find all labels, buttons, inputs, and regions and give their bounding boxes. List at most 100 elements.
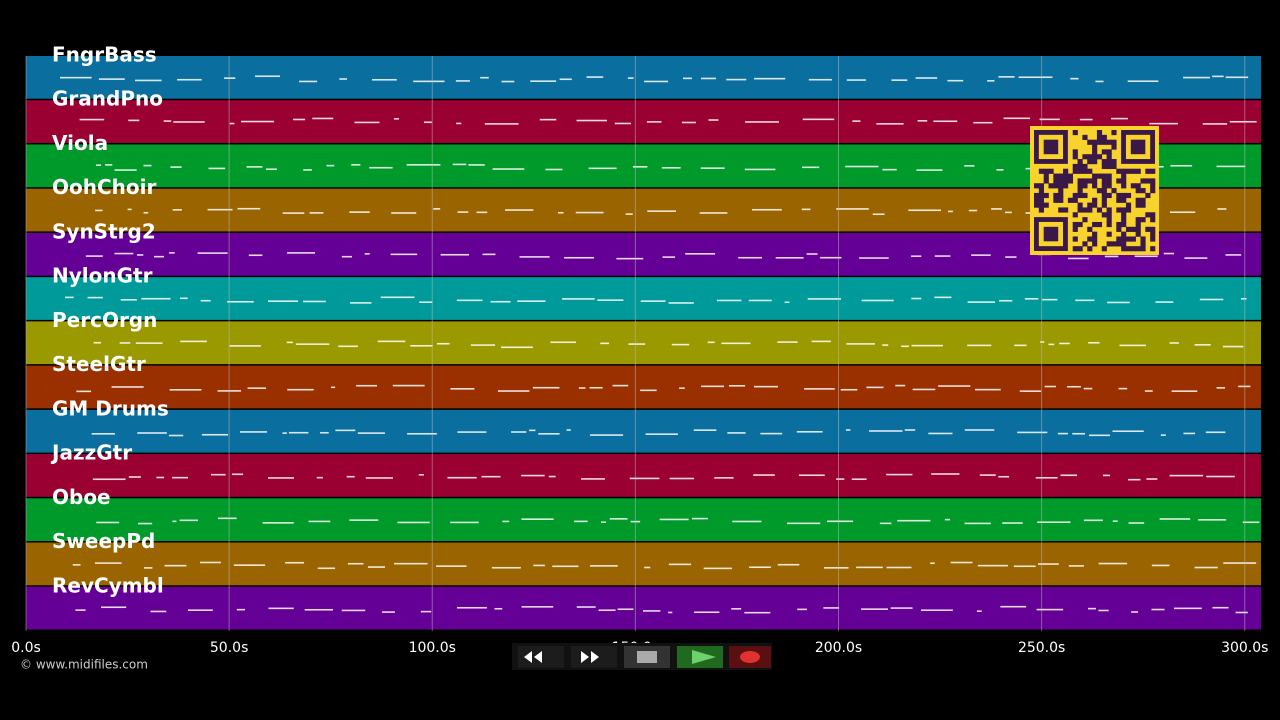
qr-finder xyxy=(1043,226,1059,242)
note-trace xyxy=(229,345,261,347)
note-trace xyxy=(890,607,913,609)
note-trace xyxy=(95,164,102,166)
note-trace xyxy=(1212,75,1224,78)
note-trace xyxy=(1199,298,1224,301)
note-trace xyxy=(1240,297,1247,300)
forward-button[interactable] xyxy=(571,646,617,668)
note-trace xyxy=(1036,608,1064,611)
note-trace xyxy=(173,121,205,123)
note-trace xyxy=(101,606,127,609)
qr-cell xyxy=(1053,192,1059,199)
note-trace xyxy=(700,167,725,169)
note-trace xyxy=(1005,256,1017,258)
note-trace xyxy=(777,341,798,343)
note-trace xyxy=(685,253,716,255)
note-trace xyxy=(760,432,783,435)
note-trace xyxy=(533,564,545,567)
qr-cell xyxy=(1053,173,1059,179)
note-trace xyxy=(1151,608,1165,611)
note-trace xyxy=(798,474,825,477)
note-trace xyxy=(861,608,888,610)
note-trace xyxy=(367,566,386,568)
qr-cell xyxy=(1072,212,1078,218)
qr-cell xyxy=(1067,197,1074,203)
qr-cell xyxy=(1130,236,1136,242)
qr-cell xyxy=(1111,130,1117,136)
qr-cell xyxy=(1048,168,1054,174)
qr-cell xyxy=(1140,178,1146,184)
note-trace xyxy=(1098,562,1128,565)
note-trace xyxy=(644,566,651,569)
note-trace xyxy=(338,345,358,348)
note-trace xyxy=(589,386,603,389)
qr-cell xyxy=(1101,212,1107,218)
rewind-button[interactable] xyxy=(518,646,564,668)
note-trace xyxy=(578,387,586,389)
note-trace xyxy=(840,388,858,391)
note-trace xyxy=(268,300,299,302)
qr-cell xyxy=(1072,197,1078,203)
qr-cell xyxy=(1106,178,1112,184)
note-trace xyxy=(548,475,556,478)
note-trace xyxy=(143,164,152,167)
note-trace xyxy=(75,609,86,611)
icon xyxy=(637,651,657,663)
note-trace xyxy=(804,388,835,390)
qr-cell xyxy=(1082,134,1088,140)
note-trace xyxy=(1072,432,1086,435)
note-trace xyxy=(808,78,832,81)
qr-cell xyxy=(1121,212,1127,218)
qr-cell xyxy=(1130,168,1136,174)
qr-cell xyxy=(1096,221,1103,228)
qr-cell xyxy=(1063,173,1069,179)
note-trace xyxy=(550,341,577,344)
qr-cell xyxy=(1101,197,1107,203)
note-trace xyxy=(738,256,762,259)
note-trace xyxy=(659,518,689,521)
note-trace xyxy=(574,520,588,523)
stop-button[interactable] xyxy=(624,646,670,668)
note-trace xyxy=(646,121,662,123)
qr-cell xyxy=(1111,139,1117,145)
note-trace xyxy=(1202,123,1228,125)
qr-cell xyxy=(1101,134,1107,140)
qr-cell xyxy=(1043,202,1049,208)
note-trace xyxy=(991,208,1002,210)
record-button[interactable] xyxy=(729,646,771,668)
note-trace xyxy=(732,520,762,523)
note-trace xyxy=(418,473,424,476)
qr-cell xyxy=(1087,236,1093,242)
qr-cell xyxy=(1111,144,1117,150)
qr-cell xyxy=(1053,183,1059,189)
note-trace xyxy=(450,521,479,524)
track-name: NylonGtr xyxy=(52,264,153,288)
note-trace xyxy=(1128,478,1141,481)
note-trace xyxy=(1223,562,1257,564)
note-trace xyxy=(456,122,462,125)
note-trace xyxy=(827,520,854,523)
note-trace xyxy=(1242,521,1260,524)
note-trace xyxy=(369,166,393,169)
qr-cell xyxy=(1087,154,1093,160)
qr-cell xyxy=(1034,197,1040,203)
qr-cell xyxy=(1038,197,1044,203)
qr-cell xyxy=(1106,192,1112,199)
note-trace xyxy=(1127,80,1159,83)
note-trace xyxy=(562,298,595,300)
qr-cell xyxy=(1082,192,1088,199)
qr-cell xyxy=(1121,217,1127,223)
qr-cell xyxy=(1150,226,1156,232)
note-trace xyxy=(87,296,103,299)
note-trace xyxy=(612,384,629,387)
note-trace xyxy=(802,118,835,121)
note-trace xyxy=(692,517,708,520)
note-trace xyxy=(964,522,991,525)
qr-cell xyxy=(1072,168,1078,174)
play-button[interactable] xyxy=(677,646,723,668)
note-trace xyxy=(661,166,681,169)
note-trace xyxy=(801,208,811,211)
note-trace xyxy=(246,166,263,168)
note-trace xyxy=(647,210,676,212)
note-trace xyxy=(390,253,418,256)
note-trace xyxy=(662,256,676,258)
